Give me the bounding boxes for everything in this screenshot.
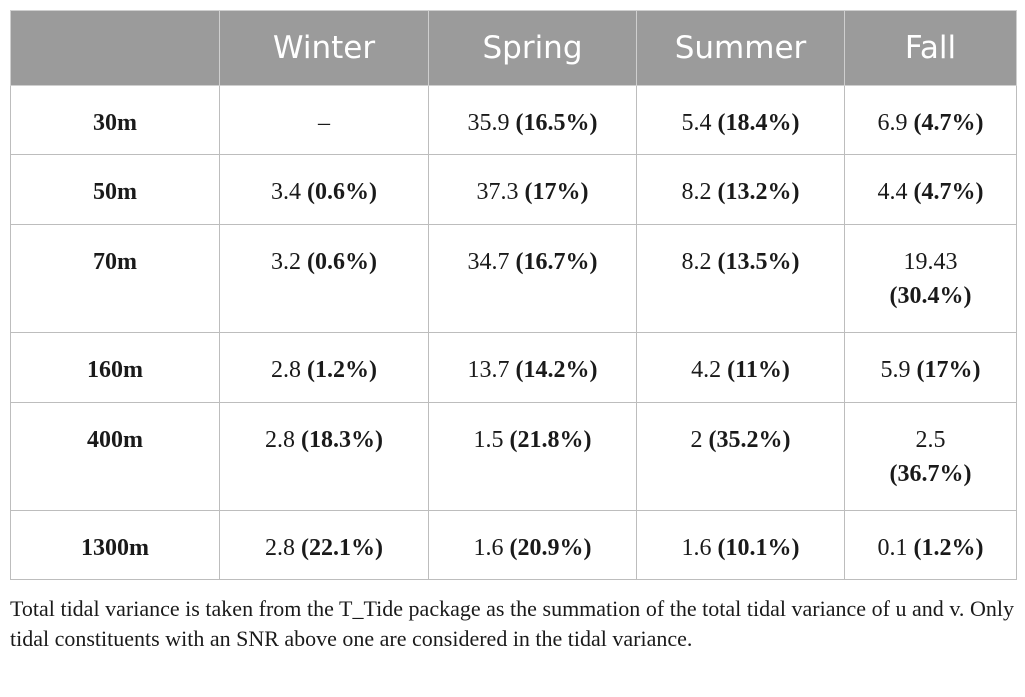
row-label: 160m xyxy=(10,332,220,403)
table-cell: 34.7 (16.7%) xyxy=(428,224,637,333)
table-cell: 8.2 (13.2%) xyxy=(636,154,845,225)
cell-value: 4.2 xyxy=(691,357,722,383)
cell-percent: (13.2%) xyxy=(717,179,800,205)
cell-value: 6.9 xyxy=(877,110,908,136)
header-corner xyxy=(10,10,220,86)
tidal-variance-table-container: Winter Spring Summer Fall 30m – 35.9 (16… xyxy=(10,10,1017,580)
header-fall: Fall xyxy=(844,10,1017,86)
cell-value: 8.2 xyxy=(681,249,712,275)
table-cell: 0.1 (1.2%) xyxy=(844,510,1017,580)
cell-value: 8.2 xyxy=(681,179,712,205)
cell-value: 1.6 xyxy=(473,535,504,561)
cell-value: 2.8 xyxy=(265,427,295,453)
cell-value: 2.5 xyxy=(915,427,946,453)
table-cell: 19.43 (30.4%) xyxy=(844,224,1017,333)
cell-value: 0.1 xyxy=(877,535,908,561)
cell-value: 1.6 xyxy=(681,535,712,561)
cell-percent: (10.1%) xyxy=(717,535,800,561)
cell-value: 37.3 xyxy=(476,179,519,205)
table-cell: 35.9 (16.5%) xyxy=(428,85,637,155)
table-row: 1300m 2.8 (22.1%) 1.6 (20.9%) 1.6 (10.1%… xyxy=(10,510,1017,580)
cell-percent: (13.5%) xyxy=(717,249,800,275)
cell-value: 13.7 xyxy=(467,357,510,383)
cell-percent: (11%) xyxy=(727,357,790,383)
table-row: 30m – 35.9 (16.5%) 5.4 (18.4%) 6.9 (4.7%… xyxy=(10,85,1017,155)
cell-value: 19.43 xyxy=(903,249,958,275)
header-spring: Spring xyxy=(428,10,637,86)
table-cell: 1.6 (20.9%) xyxy=(428,510,637,580)
cell-percent: (30.4%) xyxy=(889,283,972,309)
table-cell: 3.2 (0.6%) xyxy=(219,224,429,333)
table-footnote: Total tidal variance is taken from the T… xyxy=(10,596,1014,651)
table-cell: 1.6 (10.1%) xyxy=(636,510,845,580)
table-cell: 2 (35.2%) xyxy=(636,402,845,511)
table-cell: 2.5 (36.7%) xyxy=(844,402,1017,511)
row-label: 50m xyxy=(10,154,220,225)
header-summer: Summer xyxy=(636,10,845,86)
table-cell: 2.8 (18.3%) xyxy=(219,402,429,511)
table-cell: 8.2 (13.5%) xyxy=(636,224,845,333)
cell-percent: (0.6%) xyxy=(307,179,377,205)
table-cell: – xyxy=(219,85,429,155)
cell-percent: (14.2%) xyxy=(515,357,598,383)
cell-value: 2 xyxy=(690,427,703,453)
table-cell: 5.4 (18.4%) xyxy=(636,85,845,155)
table-cell: 5.9 (17%) xyxy=(844,332,1017,403)
table-row: 400m 2.8 (18.3%) 1.5 (21.8%) 2 (35.2%) 2… xyxy=(10,402,1017,511)
cell-percent: (35.2%) xyxy=(708,427,791,453)
table-cell: 4.4 (4.7%) xyxy=(844,154,1017,225)
header-winter: Winter xyxy=(219,10,429,86)
cell-value: 5.9 xyxy=(880,357,911,383)
tidal-variance-table: Winter Spring Summer Fall 30m – 35.9 (16… xyxy=(10,10,1017,580)
table-cell: 3.4 (0.6%) xyxy=(219,154,429,225)
cell-percent: (4.7%) xyxy=(913,179,984,205)
cell-value: 5.4 xyxy=(681,110,712,136)
cell-percent: (18.4%) xyxy=(717,110,800,136)
cell-percent: (16.7%) xyxy=(515,249,598,275)
table-row: 70m 3.2 (0.6%) 34.7 (16.7%) 8.2 (13.5%) … xyxy=(10,224,1017,333)
cell-percent: (20.9%) xyxy=(509,535,592,561)
table-cell: 37.3 (17%) xyxy=(428,154,637,225)
row-label: 1300m xyxy=(10,510,220,580)
cell-percent: (21.8%) xyxy=(509,427,592,453)
cell-percent: (1.2%) xyxy=(913,535,984,561)
cell-percent: (36.7%) xyxy=(889,461,972,487)
cell-percent: (18.3%) xyxy=(301,427,383,453)
cell-value: 3.4 xyxy=(271,179,301,205)
row-label: 30m xyxy=(10,85,220,155)
cell-value: 1.5 xyxy=(473,427,504,453)
row-label: 70m xyxy=(10,224,220,333)
table-row: 50m 3.4 (0.6%) 37.3 (17%) 8.2 (13.2%) 4.… xyxy=(10,154,1017,225)
cell-percent: (4.7%) xyxy=(913,110,984,136)
cell-percent: (1.2%) xyxy=(307,357,377,383)
cell-percent: (0.6%) xyxy=(307,249,377,275)
table-cell: 2.8 (1.2%) xyxy=(219,332,429,403)
table-row: 160m 2.8 (1.2%) 13.7 (14.2%) 4.2 (11%) 5… xyxy=(10,332,1017,403)
table-cell: 6.9 (4.7%) xyxy=(844,85,1017,155)
cell-value: 3.2 xyxy=(271,249,301,275)
cell-percent: (17%) xyxy=(524,179,589,205)
cell-percent: (16.5%) xyxy=(515,110,598,136)
cell-value: 4.4 xyxy=(877,179,908,205)
cell-percent: (17%) xyxy=(916,357,981,383)
table-header-row: Winter Spring Summer Fall xyxy=(10,10,1017,86)
cell-value: 34.7 xyxy=(467,249,510,275)
table-cell: 4.2 (11%) xyxy=(636,332,845,403)
row-label: 400m xyxy=(10,402,220,511)
cell-value: 2.8 xyxy=(271,357,301,383)
cell-percent: (22.1%) xyxy=(301,535,383,561)
table-cell: 1.5 (21.8%) xyxy=(428,402,637,511)
cell-value: 35.9 xyxy=(467,110,510,136)
cell-value: – xyxy=(318,110,330,136)
cell-value: 2.8 xyxy=(265,535,295,561)
table-cell: 13.7 (14.2%) xyxy=(428,332,637,403)
table-cell: 2.8 (22.1%) xyxy=(219,510,429,580)
